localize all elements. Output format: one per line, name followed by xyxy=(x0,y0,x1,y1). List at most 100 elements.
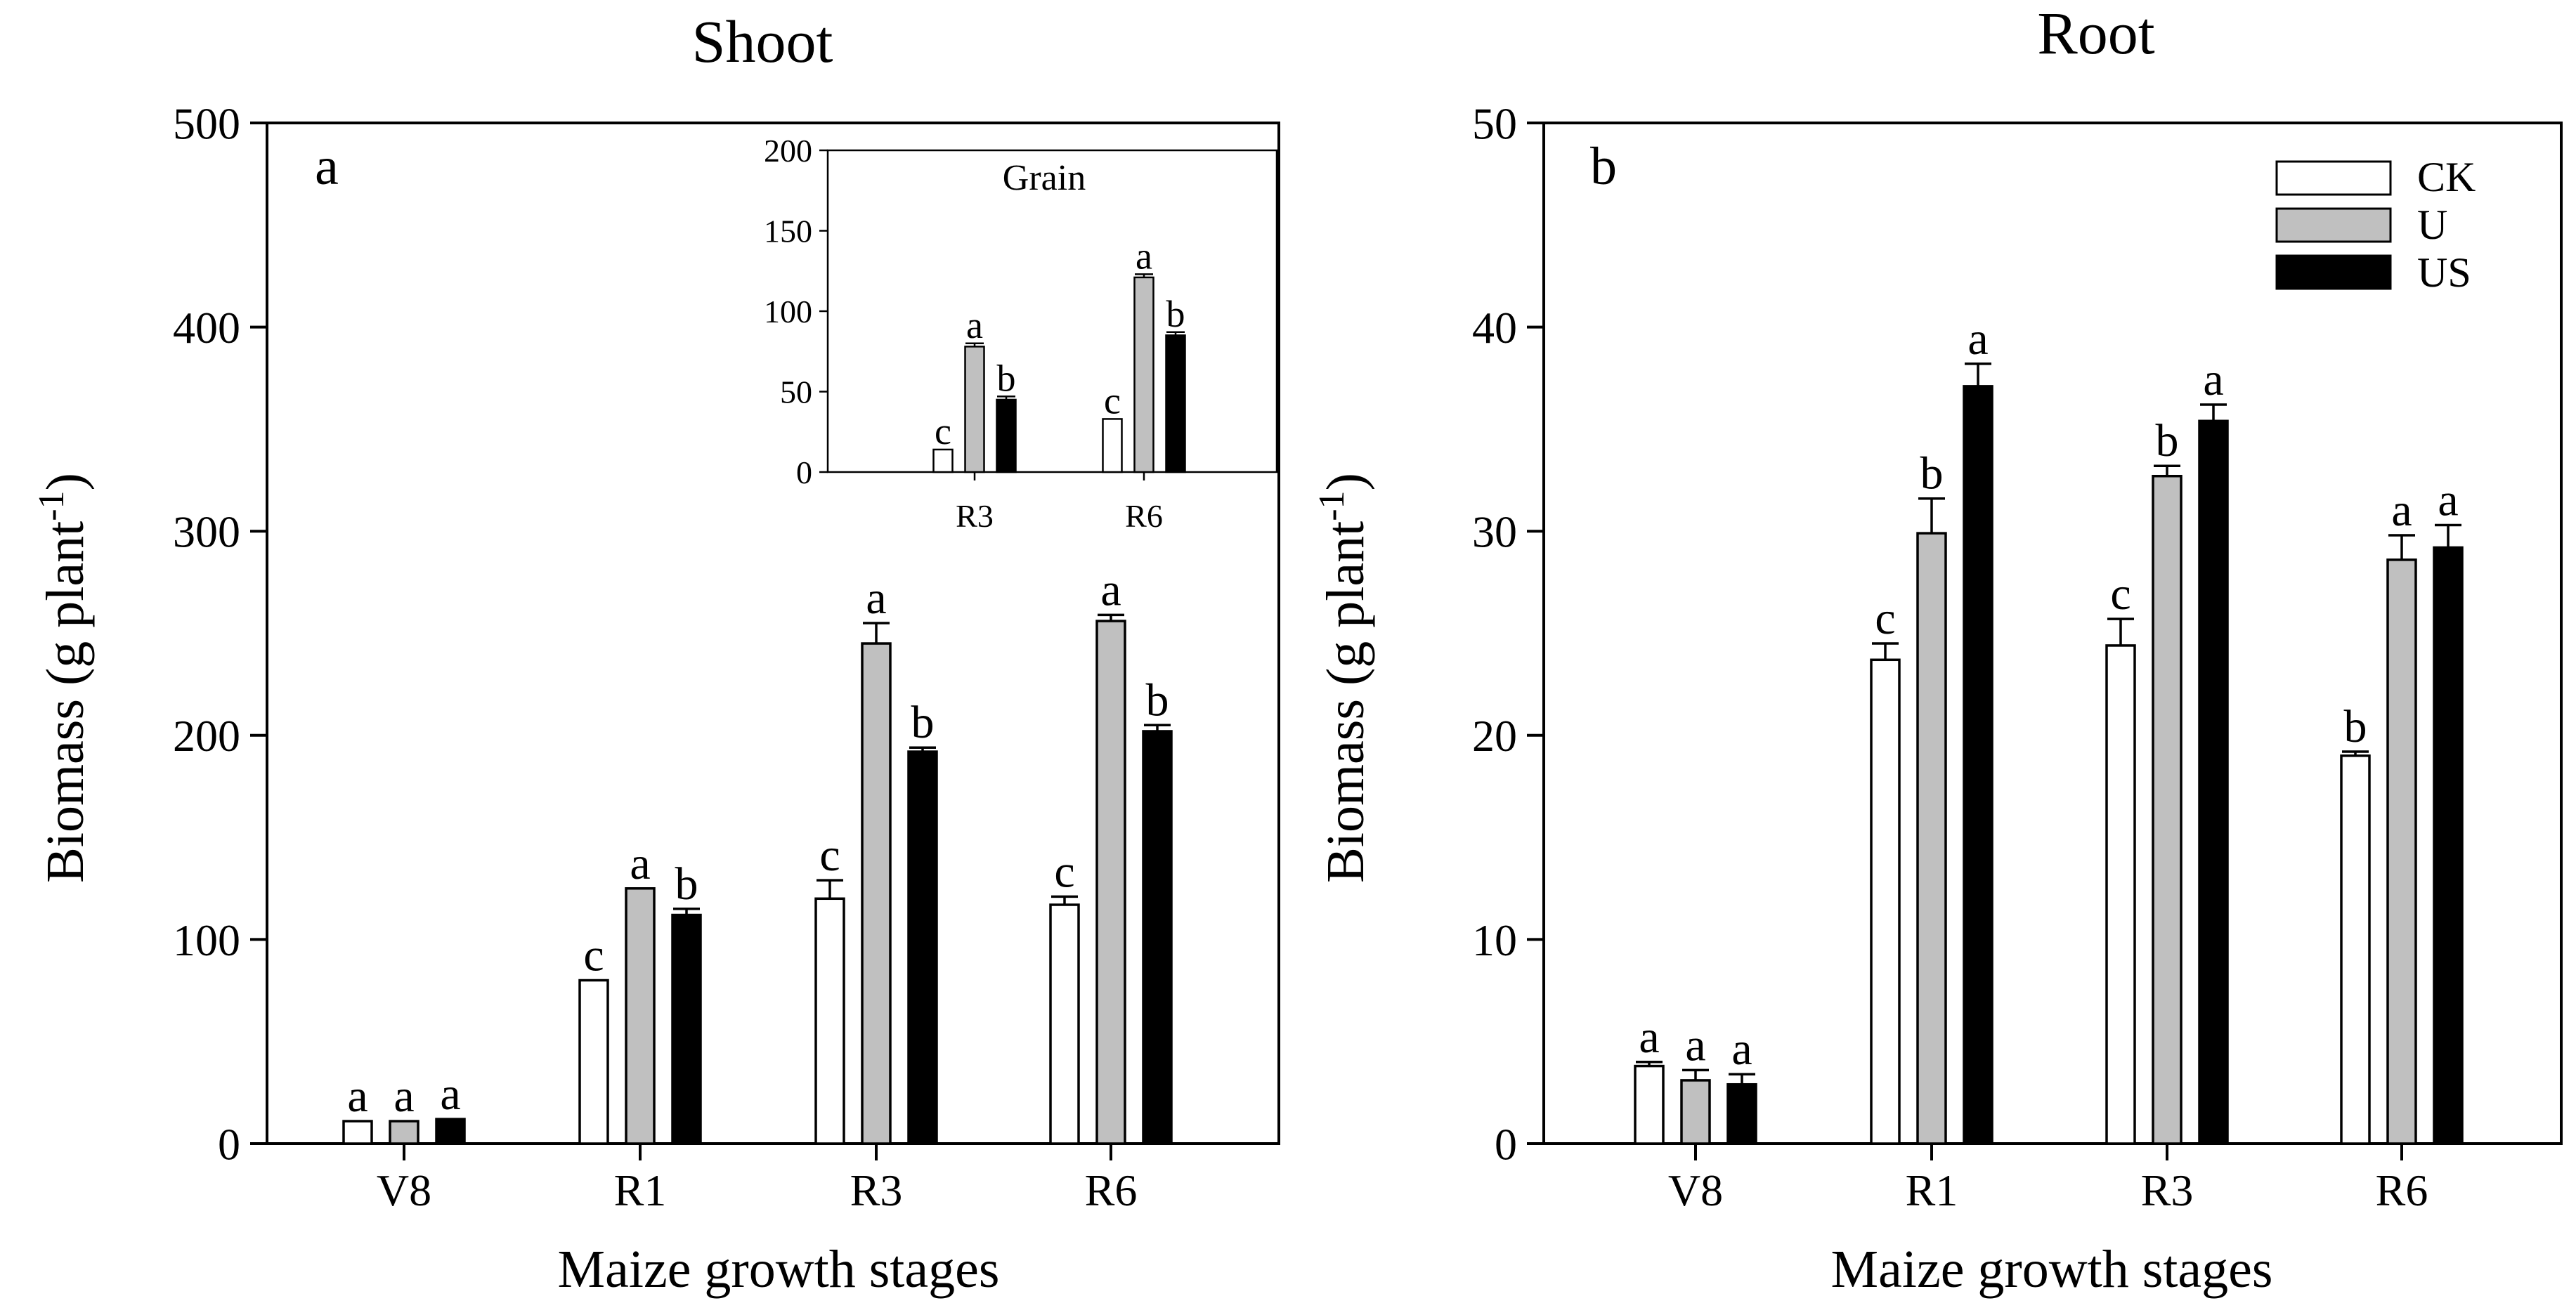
root-bar-ck-r3 xyxy=(2105,644,2136,1145)
root-x-axis-label: Maize growth stages xyxy=(1831,1240,2273,1299)
shoot-x-tick-label-r1: R1 xyxy=(614,1165,667,1215)
grain-x-tick-label-r3: R3 xyxy=(956,498,994,534)
grain-significance-letter-us-r3: b xyxy=(997,357,1016,399)
grain-significance-letter-u-r6: a xyxy=(1136,235,1152,277)
shoot-significance-letter-us-r1: b xyxy=(675,858,698,910)
grain-bar-u-r3 xyxy=(964,346,985,473)
shoot-y-tick-label: 200 xyxy=(173,711,240,761)
legend-label-u: U xyxy=(2417,202,2447,248)
grain-plot-frame xyxy=(826,149,1278,473)
grain-y-tick-label: 0 xyxy=(796,454,812,490)
root-bar-u-r3 xyxy=(2152,474,2183,1145)
shoot-bar-u-r1 xyxy=(625,887,656,1145)
shoot-bar-ck-r3 xyxy=(814,897,845,1145)
legend-swatch-u xyxy=(2275,207,2392,243)
root-bar-ck-r6 xyxy=(2340,754,2371,1145)
shoot-title: Shoot xyxy=(692,8,833,75)
shoot-significance-letter-ck-r1: c xyxy=(583,930,604,981)
root-title: Root xyxy=(2037,0,2154,67)
root-x-tick-label-r1: R1 xyxy=(1906,1165,1958,1215)
root-bar-us-v8 xyxy=(1726,1082,1757,1145)
shoot-bar-u-v8 xyxy=(389,1120,419,1145)
shoot-x-axis-label: Maize growth stages xyxy=(558,1240,1000,1299)
root-bar-u-r1 xyxy=(1916,532,1947,1145)
legend-swatch-ck xyxy=(2275,160,2392,196)
grain-bar-u-r6 xyxy=(1133,276,1154,473)
root-plot-frame xyxy=(1542,122,2563,1145)
grain-y-tick-label: 200 xyxy=(764,133,812,169)
root-bar-us-r1 xyxy=(1963,385,1993,1145)
shoot-significance-letter-u-v8: a xyxy=(393,1071,414,1122)
legend: CK U US xyxy=(2275,154,2476,296)
root-significance-letter-u-r1: b xyxy=(1920,448,1944,499)
grain-bar-us-r6 xyxy=(1165,334,1186,473)
shoot-y-tick-label: 0 xyxy=(218,1119,240,1169)
shoot-bar-ck-r1 xyxy=(578,979,609,1145)
shoot-x-tick-label-r3: R3 xyxy=(850,1165,903,1215)
shoot-bar-us-r3 xyxy=(907,750,938,1145)
shoot-significance-letter-us-v8: a xyxy=(440,1068,460,1120)
shoot-y-axis-label-main: Biomass (g plant xyxy=(36,521,95,883)
shoot-bar-ck-r6 xyxy=(1049,903,1080,1145)
root-significance-letter-us-r3: a xyxy=(2203,354,2223,405)
legend-label-ck: CK xyxy=(2417,154,2476,200)
grain-significance-letter-ck-r6: c xyxy=(1104,379,1121,421)
shoot-significance-letter-us-r3: b xyxy=(911,697,935,748)
grain-y-tick-label: 100 xyxy=(764,294,812,329)
shoot-bar-ck-v8 xyxy=(342,1120,373,1145)
shoot-significance-letter-u-r6: a xyxy=(1100,564,1121,615)
root-y-tick-label: 10 xyxy=(1472,915,1517,965)
shoot-x-tick-label-r6: R6 xyxy=(1085,1165,1138,1215)
shoot-y-axis-label-sup: -1 xyxy=(32,490,72,521)
root-bar-ck-r1 xyxy=(1870,658,1901,1145)
root-significance-letter-ck-r6: b xyxy=(2344,701,2367,752)
grain-significance-letter-us-r6: b xyxy=(1166,293,1185,335)
shoot-y-tick-label: 300 xyxy=(173,507,240,557)
grain-bar-ck-r3 xyxy=(932,448,954,473)
shoot-x-tick-label-v8: V8 xyxy=(377,1165,431,1215)
root-significance-letter-ck-v8: a xyxy=(1639,1012,1659,1063)
root-x-tick-label-r6: R6 xyxy=(2376,1165,2428,1215)
shoot-panel-letter: a xyxy=(315,137,339,196)
grain-y-tick-label: 150 xyxy=(764,214,812,249)
root-y-axis-label: Biomass (g plant-1) xyxy=(1312,473,1376,883)
root-x-tick-label-r3: R3 xyxy=(2141,1165,2194,1215)
root-y-tick-label: 40 xyxy=(1472,303,1517,353)
root-bar-us-r6 xyxy=(2433,546,2464,1145)
root-significance-letter-us-r1: a xyxy=(1967,313,1988,365)
shoot-bar-us-v8 xyxy=(435,1118,466,1145)
root-y-tick-label: 50 xyxy=(1472,98,1517,148)
grain-significance-letter-ck-r3: c xyxy=(935,410,951,452)
shoot-bar-us-r6 xyxy=(1142,730,1173,1145)
shoot-y-tick-label: 400 xyxy=(173,303,240,353)
shoot-significance-letter-u-r3: a xyxy=(866,573,886,624)
shoot-plot-frame xyxy=(266,122,1280,1145)
shoot-y-axis-label: Biomass (g plant-1) xyxy=(32,473,96,883)
root-significance-letter-u-v8: a xyxy=(1685,1019,1705,1071)
shoot-bar-us-r1 xyxy=(671,913,702,1145)
root-bar-u-r6 xyxy=(2386,558,2417,1145)
root-y-tick-label: 0 xyxy=(1495,1119,1517,1169)
grain-bar-ck-r6 xyxy=(1102,418,1123,473)
shoot-y-tick-label: 500 xyxy=(173,98,240,148)
root-significance-letter-ck-r1: c xyxy=(1875,593,1895,644)
root-panel: Root b Maize growth stages Biomass (g pl… xyxy=(1312,0,2563,1299)
shoot-bar-u-r6 xyxy=(1095,620,1126,1145)
grain-x-tick-label-r6: R6 xyxy=(1125,498,1163,534)
shoot-panel: Shoot a Maize growth stages Biomass (g p… xyxy=(32,8,1280,1299)
grain-significance-letter-u-r3: a xyxy=(966,304,983,346)
root-y-tick-label: 20 xyxy=(1472,711,1517,761)
grain-inset-title: Grain xyxy=(1003,158,1086,198)
root-bar-u-v8 xyxy=(1680,1079,1711,1145)
legend-swatch-us xyxy=(2275,254,2392,290)
shoot-bar-u-r3 xyxy=(861,642,892,1145)
root-significance-letter-us-v8: a xyxy=(1731,1023,1752,1075)
shoot-significance-letter-u-r1: a xyxy=(630,838,650,889)
root-panel-letter: b xyxy=(1590,137,1617,196)
root-significance-letter-ck-r3: c xyxy=(2110,568,2131,620)
root-significance-letter-u-r3: b xyxy=(2156,415,2179,466)
legend-label-us: US xyxy=(2417,249,2471,296)
shoot-significance-letter-ck-r6: c xyxy=(1054,846,1074,897)
